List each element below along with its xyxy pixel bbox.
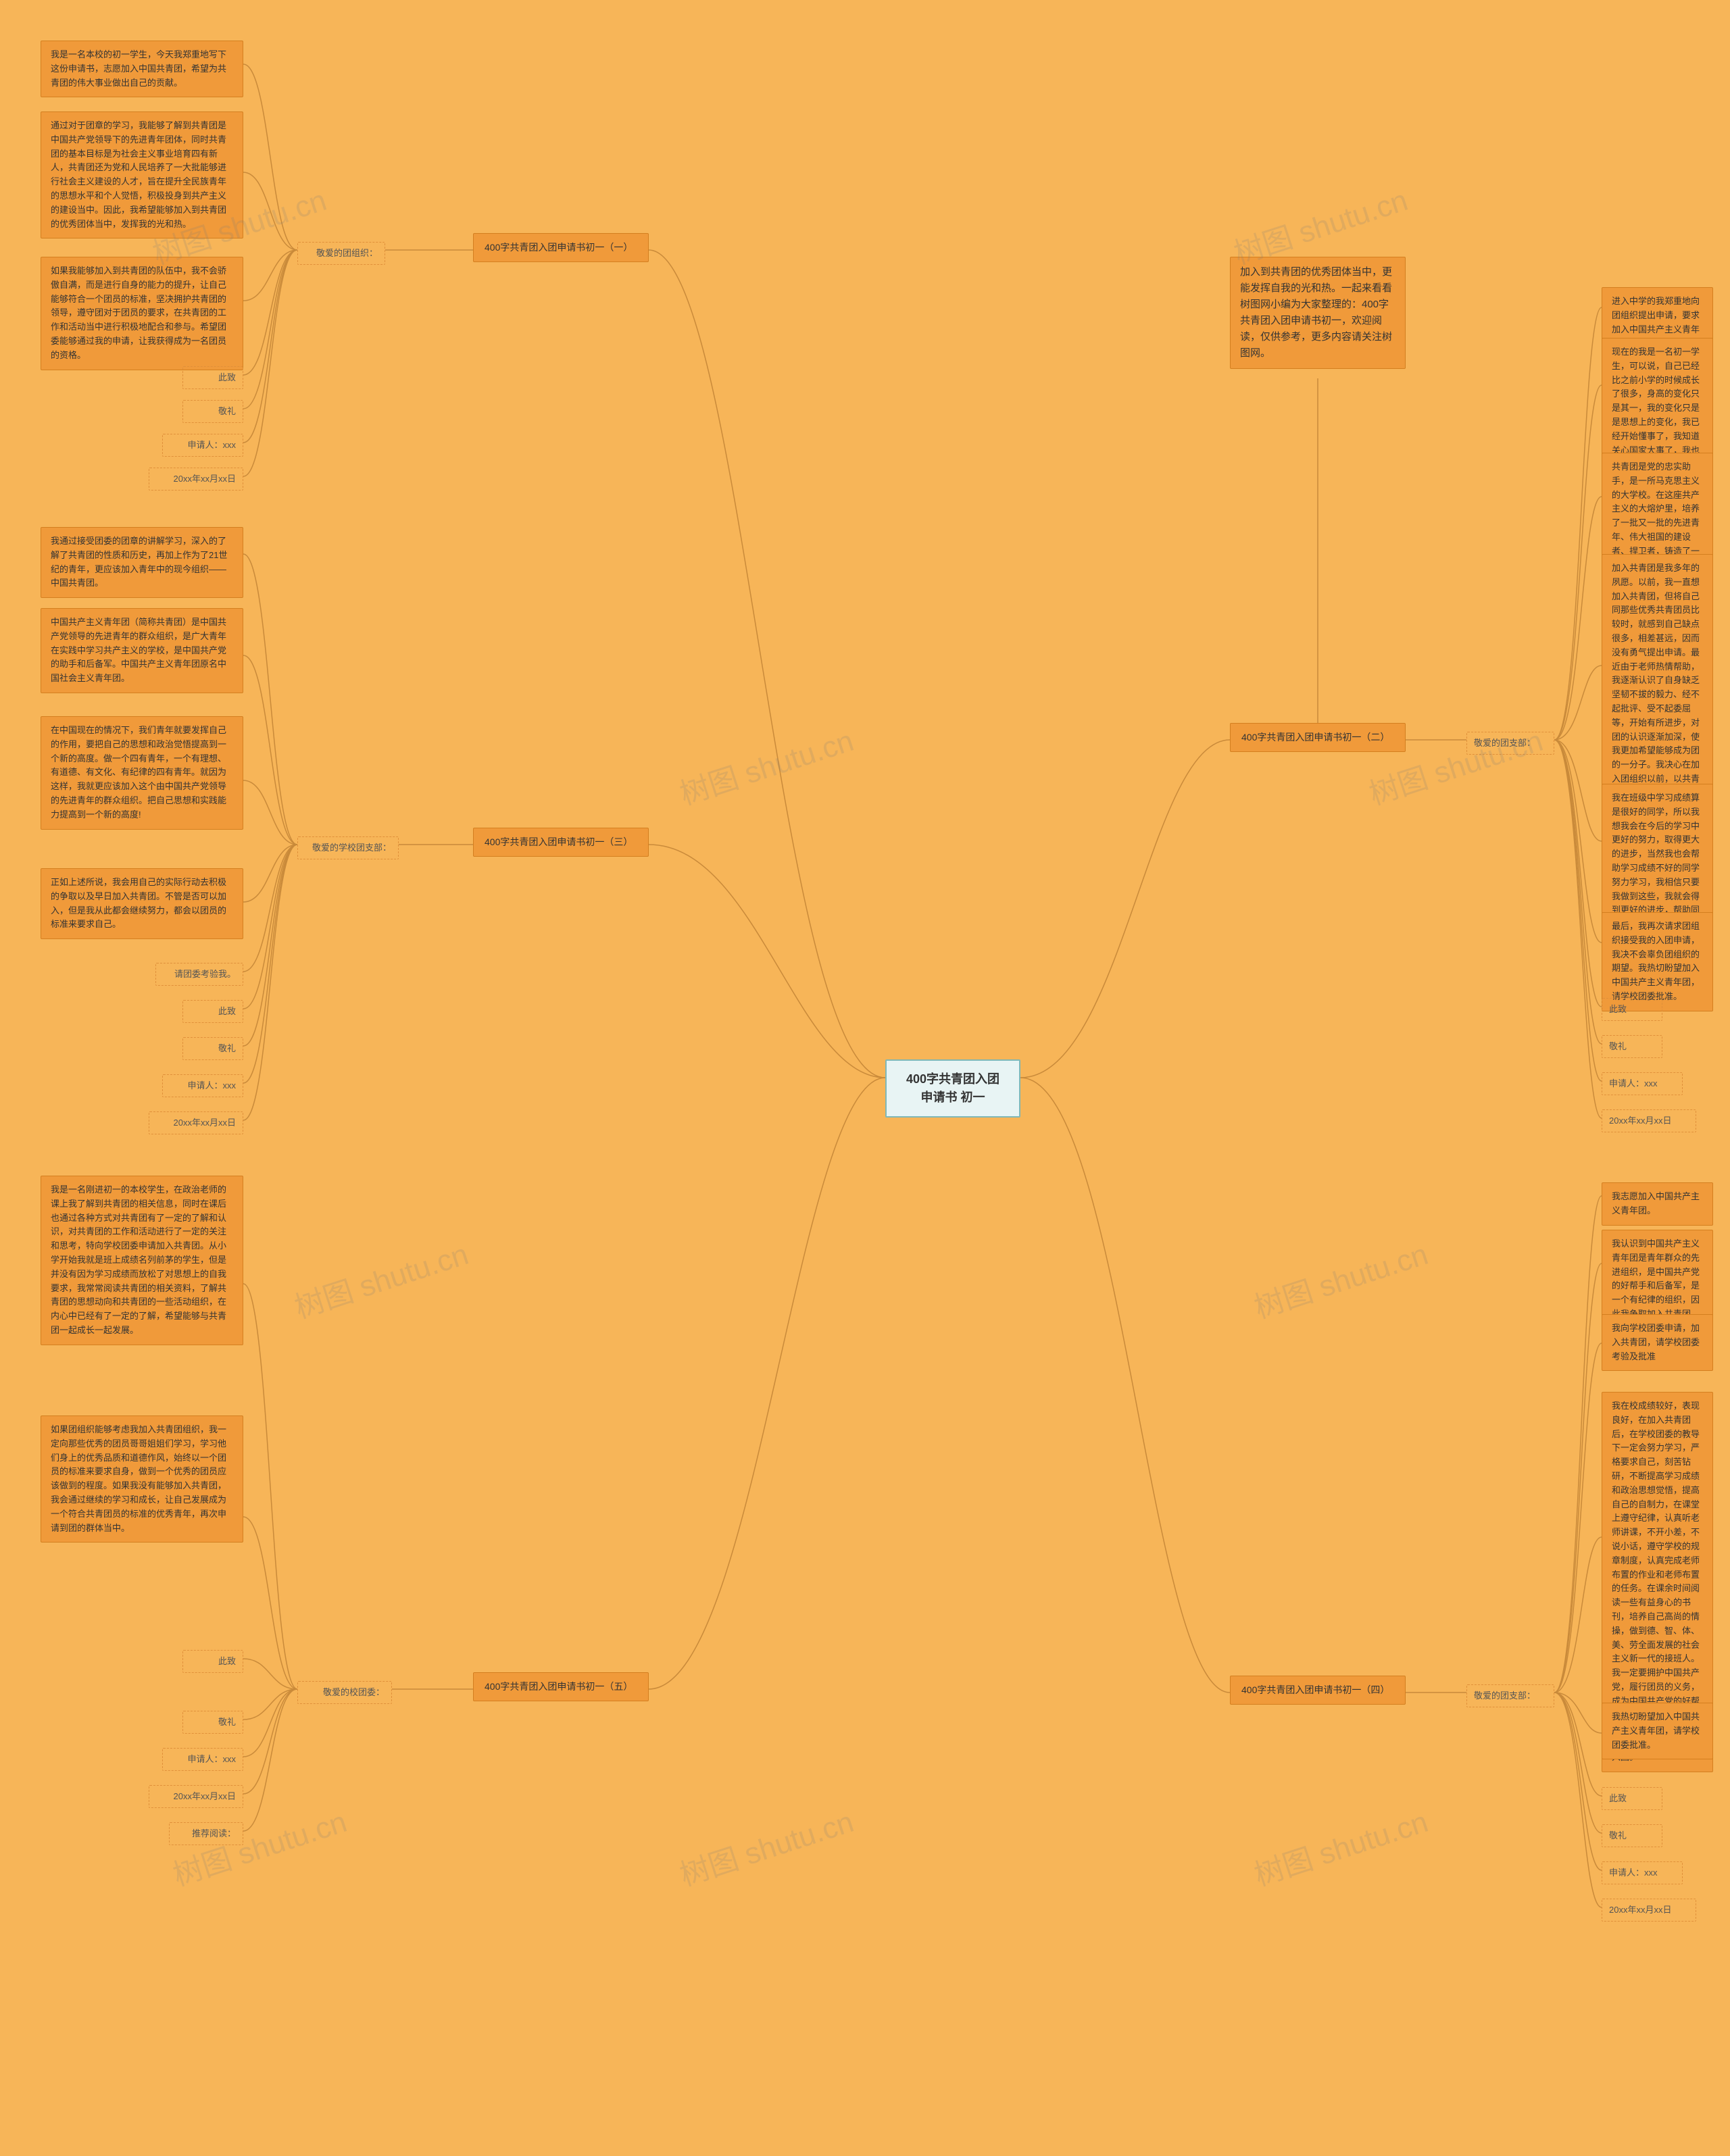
b4-leaf-7: 申请人：xxx	[1602, 1861, 1683, 1884]
b1-leaf-1: 通过对于团章的学习，我能够了解到共青团是中国共产党领导下的先进青年团体，同时共青…	[41, 111, 243, 239]
b4-leaf-0: 我志愿加入中国共产主义青年团。	[1602, 1182, 1713, 1226]
b3-leaf-2: 在中国现在的情况下，我们青年就要发挥自己的作用，要把自己的思想和政治觉悟提高到一…	[41, 716, 243, 830]
b5-leaf-6: 推荐阅读：	[169, 1822, 243, 1845]
connector-layer	[0, 0, 1730, 2156]
branch-4-sub-label: 敬爱的团支部：	[1474, 1690, 1535, 1701]
root-label: 400字共青团入团申请书 初一	[906, 1072, 999, 1104]
branch-2-intro: 加入到共青团的优秀团体当中，更能发挥自我的光和热。一起来看看树图网小编为大家整理…	[1230, 257, 1406, 369]
b5-leaf-1: 如果团组织能够考虑我加入共青团组织，我一定向那些优秀的团员哥哥姐姐们学习，学习他…	[41, 1415, 243, 1543]
b2-leaf-5: 最后，我再次请求团组织接受我的入团申请，我决不会辜负团组织的期望。我热切盼望加入…	[1602, 912, 1713, 1011]
branch-1-sub[interactable]: 敬爱的团组织：	[297, 242, 385, 265]
mindmap-canvas: 400字共青团入团申请书 初一 400字共青团入团申请书初一（一） 敬爱的团组织…	[0, 0, 1730, 2156]
b1-leaf-6: 20xx年xx月xx日	[149, 468, 243, 491]
branch-2-title: 400字共青团入团申请书初一（二）	[1241, 732, 1389, 743]
b3-leaf-5: 此致	[182, 1000, 243, 1023]
b1-leaf-0: 我是一名本校的初一学生，今天我郑重地写下这份申请书，志愿加入中国共青团，希望为共…	[41, 41, 243, 97]
b5-leaf-5: 20xx年xx月xx日	[149, 1785, 243, 1808]
b5-leaf-4: 申请人：xxx	[162, 1748, 243, 1771]
b3-leaf-1: 中国共产主义青年团（简称共青团）是中国共产党领导的先进青年的群众组织，是广大青年…	[41, 608, 243, 693]
branch-2-sub[interactable]: 敬爱的团支部：	[1466, 732, 1554, 755]
b2-leaf-6: 此致	[1602, 998, 1662, 1021]
watermark: 树图 shutu.cn	[167, 1797, 351, 1894]
watermark: 树图 shutu.cn	[1248, 1797, 1433, 1894]
b3-leaf-8: 20xx年xx月xx日	[149, 1111, 243, 1134]
branch-5[interactable]: 400字共青团入团申请书初一（五）	[473, 1672, 649, 1701]
b1-leaf-2: 如果我能够加入到共青团的队伍中，我不会骄傲自满，而是进行自身的能力的提升，让自己…	[41, 257, 243, 370]
branch-4-title: 400字共青团入团申请书初一（四）	[1241, 1684, 1389, 1695]
branch-1-title: 400字共青团入团申请书初一（一）	[485, 242, 633, 253]
b4-leaf-2: 我向学校团委申请，加入共青团，请学校团委考验及批准	[1602, 1314, 1713, 1371]
watermark: 树图 shutu.cn	[289, 1230, 473, 1326]
b5-leaf-0: 我是一名刚进初一的本校学生，在政治老师的课上我了解到共青团的相关信息，同时在课后…	[41, 1176, 243, 1345]
b2-leaf-9: 20xx年xx月xx日	[1602, 1109, 1696, 1132]
branch-4-sub[interactable]: 敬爱的团支部：	[1466, 1684, 1554, 1707]
watermark: 树图 shutu.cn	[1248, 1230, 1433, 1326]
watermark: 树图 shutu.cn	[674, 716, 858, 813]
b3-leaf-4: 请团委考验我。	[155, 963, 243, 986]
b4-leaf-4: 我热切盼望加入中国共产主义青年团，请学校团委批准。	[1602, 1703, 1713, 1759]
b3-leaf-3: 正如上述所说，我会用自己的实际行动去积极的争取以及早日加入共青团。不管是否可以加…	[41, 868, 243, 939]
branch-2[interactable]: 400字共青团入团申请书初一（二）	[1230, 723, 1406, 752]
b4-leaf-5: 此致	[1602, 1787, 1662, 1810]
branch-2-intro-text: 加入到共青团的优秀团体当中，更能发挥自我的光和热。一起来看看树图网小编为大家整理…	[1240, 266, 1392, 359]
b4-leaf-8: 20xx年xx月xx日	[1602, 1899, 1696, 1922]
root-node[interactable]: 400字共青团入团申请书 初一	[885, 1059, 1020, 1118]
b1-leaf-5: 申请人：xxx	[162, 434, 243, 457]
watermark: 树图 shutu.cn	[674, 1797, 858, 1894]
branch-5-sub[interactable]: 敬爱的校团委：	[297, 1681, 392, 1704]
b3-leaf-7: 申请人：xxx	[162, 1074, 243, 1097]
b5-leaf-2: 此致	[182, 1650, 243, 1673]
branch-3-sub-label: 敬爱的学校团支部：	[312, 843, 391, 853]
b2-leaf-7: 敬礼	[1602, 1035, 1662, 1058]
b5-leaf-3: 敬礼	[182, 1711, 243, 1734]
branch-5-title: 400字共青团入团申请书初一（五）	[485, 1681, 633, 1692]
b3-leaf-0: 我通过接受团委的团章的讲解学习，深入的了解了共青团的性质和历史，再加上作为了21…	[41, 527, 243, 598]
b1-leaf-4: 敬礼	[182, 400, 243, 423]
branch-1-sub-label: 敬爱的团组织：	[316, 248, 378, 258]
branch-3-title: 400字共青团入团申请书初一（三）	[485, 836, 633, 847]
branch-4[interactable]: 400字共青团入团申请书初一（四）	[1230, 1676, 1406, 1705]
b2-leaf-8: 申请人：xxx	[1602, 1072, 1683, 1095]
branch-3-sub[interactable]: 敬爱的学校团支部：	[297, 836, 399, 859]
b3-leaf-6: 敬礼	[182, 1037, 243, 1060]
branch-3[interactable]: 400字共青团入团申请书初一（三）	[473, 828, 649, 857]
b1-leaf-3: 此致	[182, 366, 243, 389]
branch-1[interactable]: 400字共青团入团申请书初一（一）	[473, 233, 649, 262]
b4-leaf-6: 敬礼	[1602, 1824, 1662, 1847]
branch-2-sub-label: 敬爱的团支部：	[1474, 738, 1535, 748]
branch-5-sub-label: 敬爱的校团委：	[323, 1687, 385, 1697]
